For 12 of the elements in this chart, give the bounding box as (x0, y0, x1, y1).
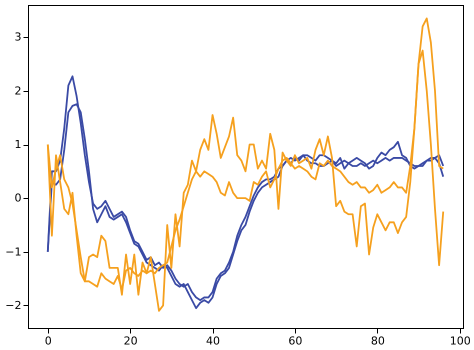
y-tick-label: −2 (5, 298, 22, 312)
y-tick-label: 0 (14, 192, 22, 205)
x-tick-label: 100 (450, 334, 471, 348)
y-tick-label: −1 (5, 245, 22, 258)
x-tick-label: 40 (206, 334, 220, 348)
x-tick-label: 80 (370, 334, 385, 348)
x-tick-label: 20 (124, 334, 138, 348)
x-tick-label: 0 (44, 334, 52, 348)
x-tick-label: 60 (288, 334, 302, 348)
y-tick-label: 1 (14, 138, 22, 151)
y-tick-label: 2 (14, 84, 22, 98)
y-tick-label: 3 (14, 30, 22, 44)
